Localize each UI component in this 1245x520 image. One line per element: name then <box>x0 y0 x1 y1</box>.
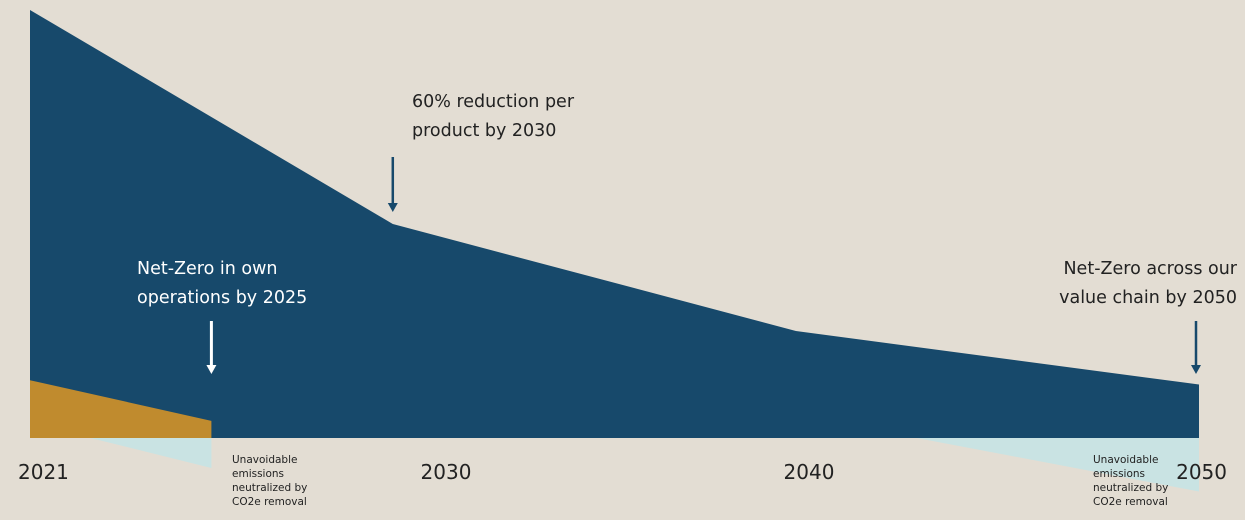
annotation-2025-line-1: Net-Zero in own <box>137 259 278 279</box>
area-total <box>30 10 1199 438</box>
removal-note-left-line-1: Unavoidable <box>232 454 298 466</box>
removal-note-left: Unavoidable emissions neutralized by CO2… <box>232 453 307 509</box>
annotation-2030: 60% reduction per product by 2030 <box>412 88 574 146</box>
arrow-a2050-head <box>1191 365 1201 374</box>
removal-note-right-line-1: Unavoidable <box>1093 454 1159 466</box>
annotation-2025: Net-Zero in own operations by 2025 <box>137 255 307 313</box>
x-tick-label-2050: 2050 <box>1176 460 1227 484</box>
x-tick-label-2030: 2030 <box>421 460 472 484</box>
x-tick-label-2021: 2021 <box>18 460 69 484</box>
removal-note-left-line-4: CO2e removal <box>232 496 307 508</box>
area-removal_right <box>916 438 1199 492</box>
removal-note-right: Unavoidable emissions neutralized by CO2… <box>1093 453 1168 509</box>
removal-note-right-line-4: CO2e removal <box>1093 496 1168 508</box>
x-tick-label-2040: 2040 <box>784 460 835 484</box>
annotation-2050-line-2: value chain by 2050 <box>1059 288 1237 308</box>
annotation-2030-line-2: product by 2030 <box>412 121 557 141</box>
annotation-2025-line-2: operations by 2025 <box>137 288 308 308</box>
removal-note-left-line-3: neutralized by <box>232 482 308 494</box>
annotation-2030-line-1: 60% reduction per <box>412 92 575 112</box>
annotation-2050: Net-Zero across our value chain by 2050 <box>1059 255 1237 313</box>
area-own_ops <box>30 380 212 438</box>
removal-note-left-line-2: emissions <box>232 468 285 480</box>
arrow-a2030-head <box>387 203 398 212</box>
annotation-2050-line-1: Net-Zero across our <box>1063 259 1237 279</box>
arrow-a2025-head <box>206 365 217 374</box>
removal-note-right-line-2: emissions <box>1093 468 1146 480</box>
area-removal_left <box>90 438 212 468</box>
removal-note-right-line-3: neutralized by <box>1093 482 1169 494</box>
